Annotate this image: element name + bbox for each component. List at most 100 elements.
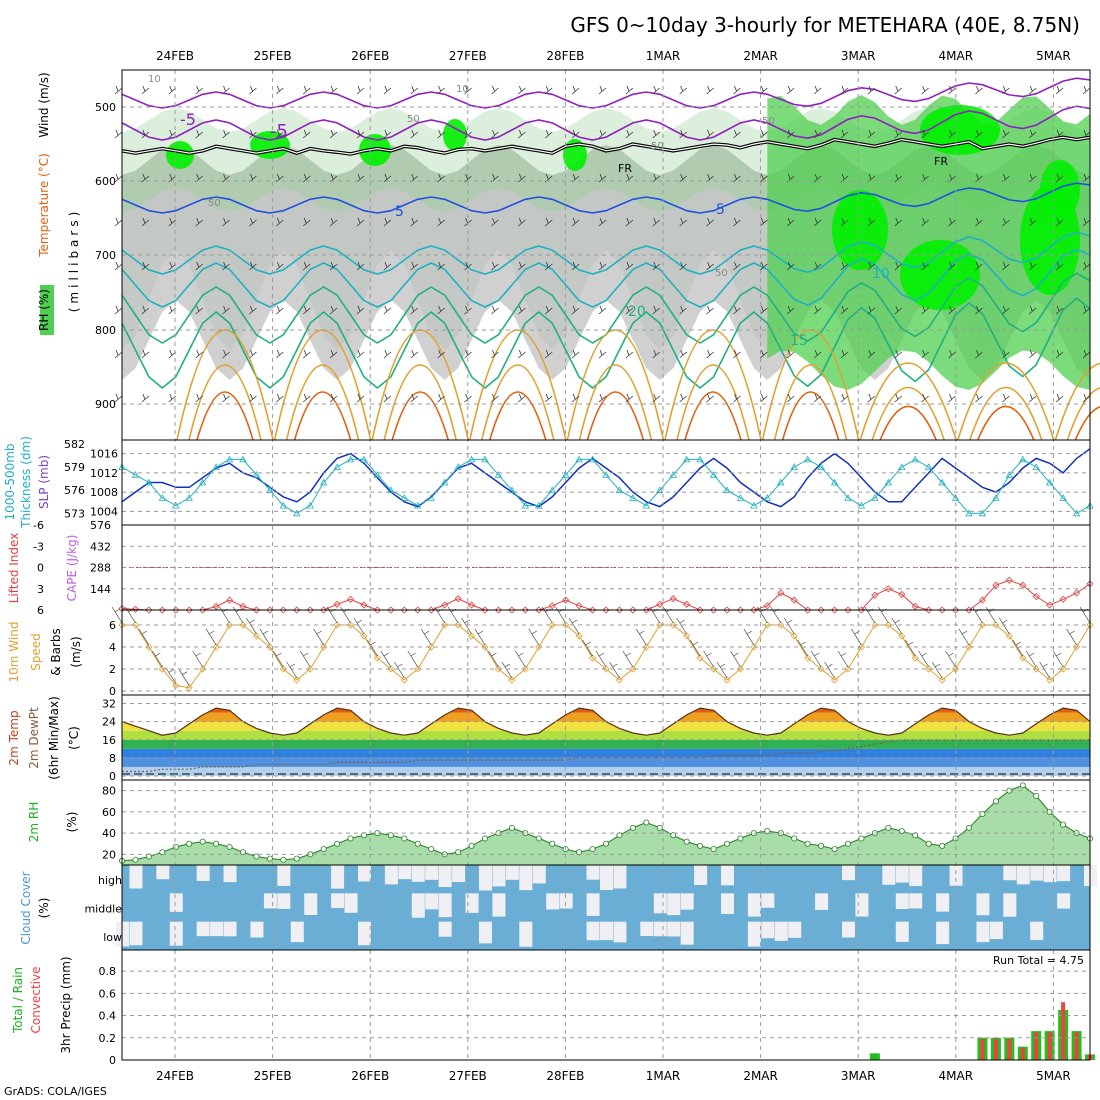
lifted-index-point bbox=[239, 602, 247, 611]
thickness-point bbox=[629, 494, 637, 501]
cloud-gap bbox=[263, 893, 277, 909]
upper-wind-barb bbox=[813, 261, 822, 271]
upper-wind-barb bbox=[544, 349, 553, 359]
wind-barb bbox=[770, 606, 782, 624]
cape-tick: 288 bbox=[90, 562, 111, 575]
thickness-point bbox=[306, 501, 314, 509]
lifted-index-point bbox=[1005, 576, 1013, 584]
cloud-gap bbox=[949, 865, 963, 886]
lifted-index-point bbox=[481, 606, 489, 614]
precip-convective-bar bbox=[1061, 1002, 1066, 1060]
wind-speed-point bbox=[306, 665, 314, 673]
thickness-point bbox=[1005, 470, 1014, 478]
thickness-point bbox=[333, 463, 341, 470]
upper-wind-barb bbox=[276, 349, 284, 359]
upper-wind-barb bbox=[840, 129, 849, 139]
cloud-gap bbox=[452, 865, 466, 883]
temp-band bbox=[122, 748, 1090, 758]
wind-speed-point bbox=[669, 621, 677, 629]
upper-wind-barb bbox=[921, 393, 929, 403]
upper-wind-barb bbox=[410, 129, 419, 139]
precip-convective-bar bbox=[1074, 1032, 1079, 1060]
cape-tick: 144 bbox=[90, 583, 111, 596]
cloud-gap bbox=[304, 893, 318, 915]
temp-contour-1 bbox=[121, 105, 1091, 141]
wind-speed-point bbox=[481, 643, 489, 651]
upper-wind-barb bbox=[867, 305, 876, 315]
wind-speed-point bbox=[857, 643, 866, 651]
upper-wind-barb bbox=[544, 217, 553, 227]
upper-wind-barb bbox=[733, 217, 741, 227]
thickness-label-b: Thickness (dm) bbox=[19, 436, 33, 529]
thickness-point bbox=[467, 455, 476, 463]
wind-speed-point bbox=[508, 676, 516, 684]
thickness-point bbox=[938, 478, 946, 486]
precip-convective-bar bbox=[1034, 1032, 1039, 1060]
upper-wind-barb bbox=[733, 173, 741, 183]
upper-wind-barb bbox=[518, 85, 526, 95]
upper-wind-barb bbox=[302, 85, 311, 95]
wind-speed-point bbox=[1046, 676, 1054, 684]
upper-wind-barb bbox=[733, 305, 741, 315]
upper-wind-barb bbox=[1082, 349, 1091, 359]
lifted-index-point bbox=[575, 602, 583, 610]
lifted-index-tick: -3 bbox=[33, 540, 44, 553]
wind-barb bbox=[152, 650, 163, 668]
rh-point bbox=[280, 856, 287, 863]
wind-barb bbox=[111, 606, 123, 624]
thickness-point bbox=[1019, 455, 1027, 463]
thickness-point bbox=[857, 501, 866, 509]
wind-speed-point bbox=[629, 665, 637, 673]
upper-wind-barb bbox=[141, 393, 150, 403]
contour-label: 5 bbox=[395, 204, 404, 220]
thickness-point bbox=[777, 478, 785, 486]
upper-wind-barb bbox=[652, 129, 661, 139]
upper-wind-barb bbox=[383, 349, 392, 359]
thickness-point bbox=[266, 486, 274, 494]
cloud-gap bbox=[196, 865, 210, 881]
wind-barb bbox=[138, 628, 150, 646]
wind-speed-point bbox=[965, 643, 973, 651]
upper-wind-barb bbox=[356, 129, 365, 139]
rh-swatch bbox=[40, 285, 54, 335]
wind-barb bbox=[837, 650, 849, 668]
upper-wind-barb bbox=[1002, 305, 1010, 315]
date-label-bottom: 28FEB bbox=[546, 1069, 584, 1083]
lifted-index-point bbox=[145, 606, 153, 614]
upper-wind-barb bbox=[948, 349, 956, 359]
lifted-index-point bbox=[252, 606, 261, 614]
upper-wind-barb bbox=[598, 129, 607, 139]
upper-wind-barb bbox=[786, 349, 795, 359]
contour-label: -5 bbox=[270, 121, 288, 142]
upper-wind-barb bbox=[168, 393, 177, 403]
cloud-gap bbox=[129, 865, 143, 889]
upper-wind-barb bbox=[867, 349, 876, 359]
wind-barb bbox=[555, 606, 566, 624]
lifted-index-label: Lifted Index bbox=[7, 533, 21, 604]
rh-tick: 80 bbox=[102, 785, 116, 798]
rh-point bbox=[401, 835, 408, 842]
wind-barb bbox=[461, 617, 472, 635]
upper-wind-barb bbox=[249, 85, 257, 95]
precip-tick: 0.6 bbox=[99, 987, 117, 1000]
upper-wind-barb bbox=[518, 261, 526, 271]
contour-label: FR bbox=[618, 162, 632, 175]
lifted-index-point bbox=[373, 606, 382, 614]
wind-speed-point bbox=[320, 643, 328, 651]
cloud-gap bbox=[129, 921, 143, 946]
upper-wind-barb bbox=[1082, 85, 1091, 95]
upper-wind-barb bbox=[679, 129, 687, 139]
temp-contour-4 bbox=[121, 248, 1091, 308]
warm-arch-1-1 bbox=[285, 364, 360, 441]
wind-barb bbox=[945, 650, 956, 668]
wind-speed-point bbox=[333, 621, 341, 629]
upper-wind-barb bbox=[921, 85, 929, 95]
warm-arch-6-2 bbox=[781, 391, 840, 441]
lifted-index-point bbox=[642, 606, 650, 614]
upper-wind-barb bbox=[894, 349, 903, 359]
lifted-index-point bbox=[669, 595, 677, 603]
thickness-point bbox=[965, 509, 973, 517]
wind-barb bbox=[434, 606, 445, 624]
cloud-gap bbox=[909, 893, 923, 909]
upper-wind-barb bbox=[302, 349, 311, 359]
